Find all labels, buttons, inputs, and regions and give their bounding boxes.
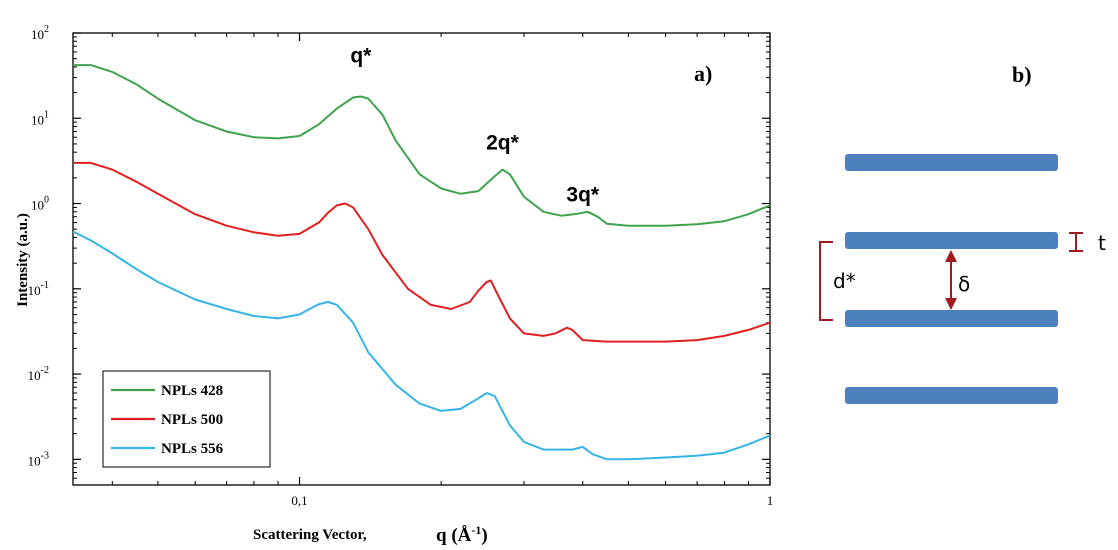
legend: NPLs 428 NPLs 500 NPLs 556: [102, 370, 271, 468]
x-axis-label: Scattering Vector,: [253, 527, 367, 543]
y-tick-label: 101: [31, 109, 49, 127]
y-axis-label: Intensity (a.u.): [15, 213, 31, 307]
y-tick-label: 100: [31, 195, 49, 213]
series-line-2: [73, 161, 771, 343]
lamellar-diagram: b) d* δ t: [819, 62, 1106, 404]
thickness-label: t: [1098, 231, 1106, 255]
d-spacing-label: d*: [833, 269, 856, 293]
nanoplatelet-layer-3: [845, 310, 1058, 327]
thickness-marker: [1069, 232, 1083, 252]
d-spacing-bracket: [819, 241, 833, 321]
data-lines: [72, 64, 771, 461]
peak-label-3: 3q*: [566, 184, 600, 207]
legend-label-1: NPLs 428: [161, 383, 223, 399]
x-axis-label-q: q (Å: [436, 525, 472, 546]
x-axis-label-main: Scattering Vector,: [253, 527, 367, 543]
peak-label-2: 2q*: [486, 132, 520, 155]
x-tick-label: 0,1: [291, 493, 307, 508]
nanoplatelet-layer-1: [845, 154, 1058, 171]
x-tick-label: 1: [767, 493, 774, 508]
series-line-3: [72, 230, 771, 461]
panel-label-a: a): [694, 61, 712, 86]
nanoplatelet-layer-4: [845, 387, 1058, 404]
y-tick-label: 10-3: [28, 450, 49, 468]
legend-label-3: NPLs 556: [161, 441, 224, 457]
gap-arrow-head-up: [945, 250, 957, 262]
legend-label-2: NPLs 500: [161, 412, 223, 428]
peak-label-1: q*: [350, 45, 372, 68]
gap-label: δ: [958, 272, 970, 296]
series-line-1: [73, 64, 771, 227]
y-tick-label: 102: [31, 24, 49, 42]
x-axis-label-exp: -1: [471, 523, 481, 537]
x-axis-label-unit: q (Å-1): [436, 523, 488, 546]
gap-arrow-head-down: [945, 298, 957, 310]
panel-label-b: b): [1012, 62, 1032, 87]
x-axis-label-close: ): [481, 525, 487, 546]
y-tick-label: 10-2: [28, 365, 49, 383]
peak-annotations: q* 2q* 3q*: [350, 45, 600, 207]
nanoplatelet-layer-2: [845, 232, 1058, 249]
gap-arrow: [945, 250, 957, 310]
